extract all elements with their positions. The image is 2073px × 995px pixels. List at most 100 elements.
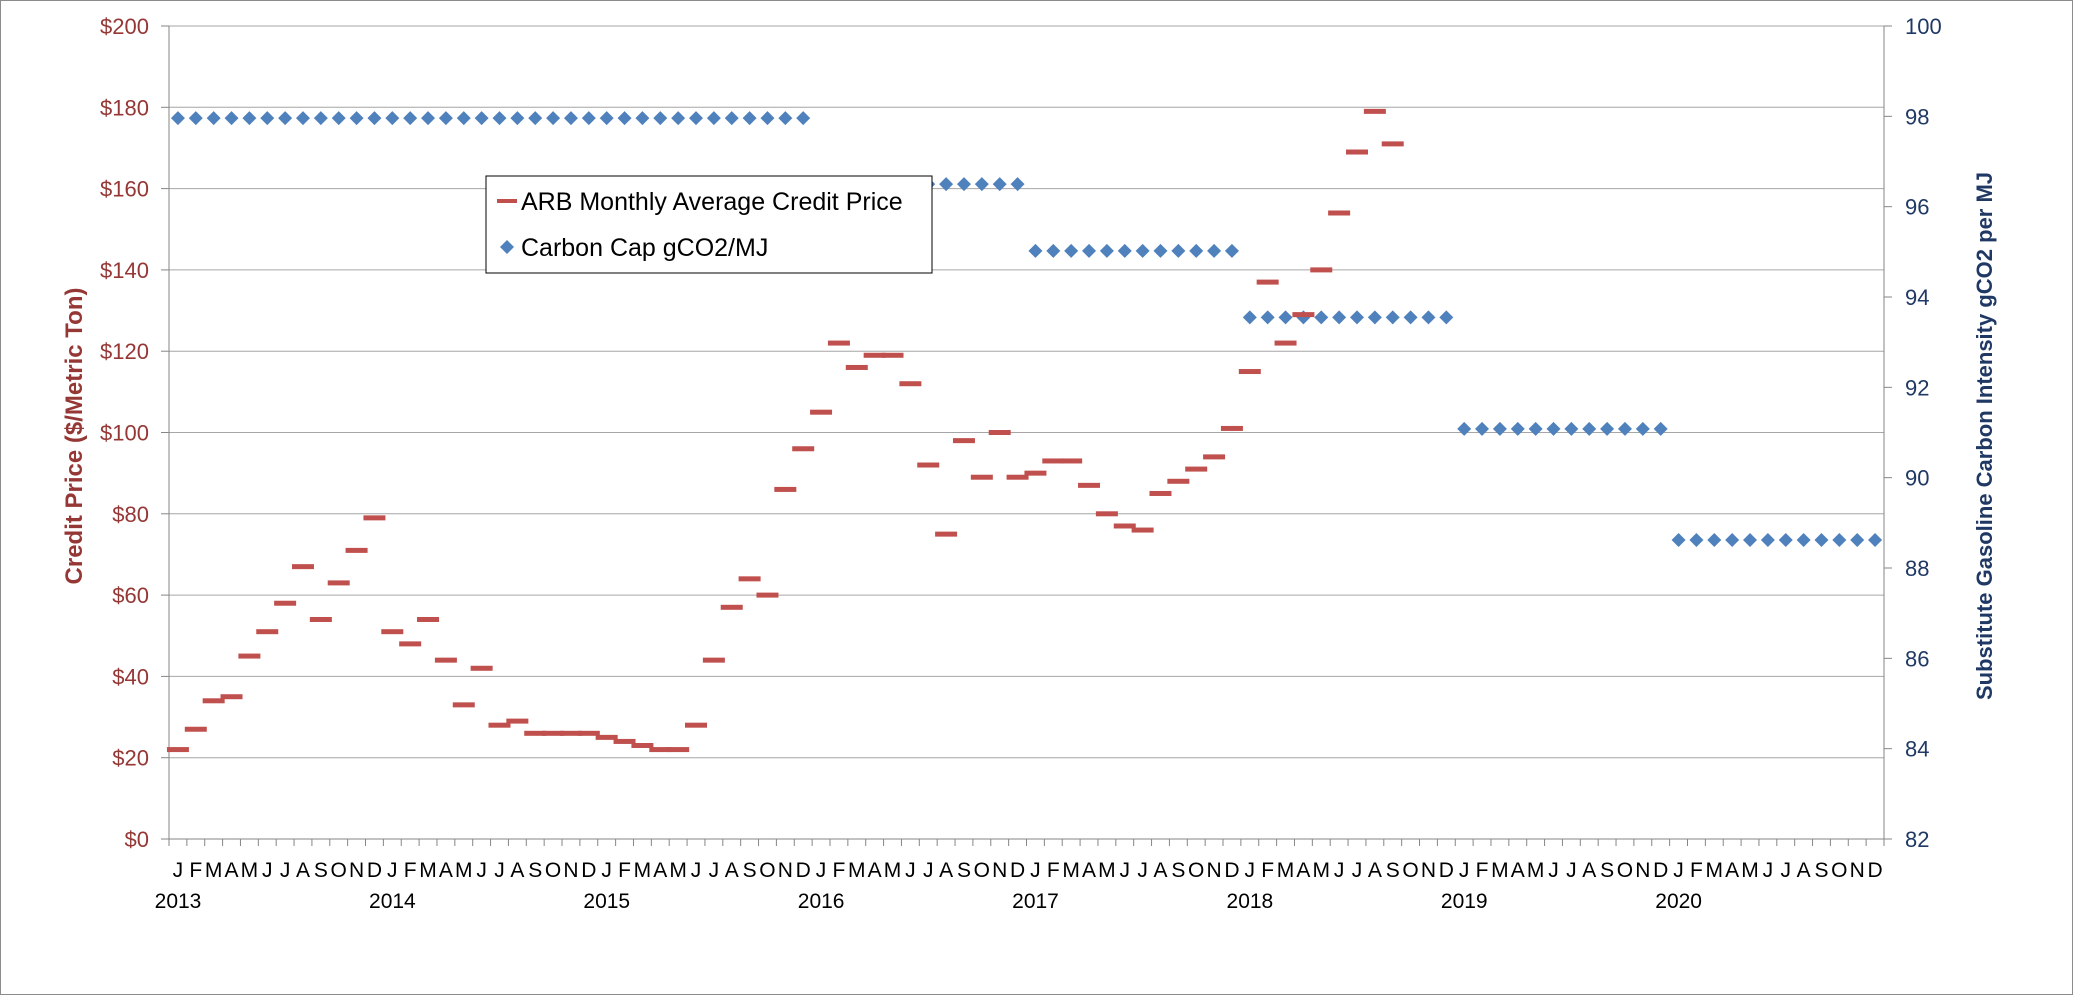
month-label: O [1402, 859, 1418, 882]
carbon-cap-point [1707, 532, 1722, 547]
credit-price-point [274, 600, 297, 606]
carbon-cap-point [1242, 310, 1257, 325]
right-tick-label: 82 [1905, 827, 1929, 852]
month-label: S [1171, 859, 1185, 882]
carbon-cap-point [1367, 310, 1382, 325]
credit-price-point [166, 747, 189, 753]
carbon-cap-point [510, 111, 525, 126]
credit-price-series [166, 108, 1404, 753]
carbon-cap-point [1403, 310, 1418, 325]
month-label: D [1010, 859, 1025, 882]
credit-price-point [899, 381, 922, 387]
month-label: J [476, 859, 487, 882]
month-label: M [1062, 859, 1080, 882]
credit-price-point [613, 738, 636, 744]
carbon-cap-point [1046, 243, 1061, 258]
month-label: D [581, 859, 596, 882]
legend: ARB Monthly Average Credit Price Carbon … [485, 175, 933, 274]
credit-price-point [685, 722, 708, 728]
month-label: J [494, 859, 505, 882]
credit-price-point [1113, 523, 1136, 529]
credit-price-point [220, 694, 243, 700]
month-label: M [1313, 859, 1331, 882]
carbon-cap-point [956, 177, 971, 192]
credit-price-point [381, 629, 404, 635]
credit-price-point [291, 564, 314, 570]
carbon-cap-point [974, 177, 989, 192]
carbon-cap-point [1189, 243, 1204, 258]
carbon-cap-point [1600, 421, 1615, 436]
credit-price-point [434, 657, 457, 663]
carbon-cap-point [188, 111, 203, 126]
credit-price-point [1167, 478, 1190, 484]
month-label: A [1082, 859, 1096, 882]
month-label: O [759, 859, 775, 882]
left-tick-label: $100 [100, 421, 149, 446]
left-tick-label: $160 [100, 177, 149, 202]
credit-price-point [738, 576, 761, 582]
credit-price-point [1006, 474, 1029, 480]
carbon-cap-point [1082, 243, 1097, 258]
month-label: M [1277, 859, 1295, 882]
credit-price-point [1292, 312, 1315, 318]
credit-price-point [399, 641, 422, 647]
month-label: F [618, 859, 631, 882]
carbon-cap-point [170, 111, 185, 126]
carbon-cap-point [1564, 421, 1579, 436]
credit-price-point [1256, 279, 1279, 285]
credit-price-point [1345, 149, 1368, 155]
carbon-cap-point [653, 111, 668, 126]
month-label: D [1653, 859, 1668, 882]
month-label: O [1617, 859, 1633, 882]
month-label: J [1352, 859, 1363, 882]
carbon-cap-point [1224, 243, 1239, 258]
month-label: J [709, 859, 720, 882]
credit-price-point [988, 430, 1011, 435]
credit-price-point [506, 718, 529, 724]
credit-price-point [917, 462, 940, 468]
month-label: F [1690, 859, 1703, 882]
month-label: J [280, 859, 291, 882]
carbon-cap-point [581, 111, 596, 126]
carbon-cap-point [992, 177, 1007, 192]
month-label: N [1850, 859, 1865, 882]
carbon-cap-point [1528, 421, 1543, 436]
year-label: 2016 [798, 890, 845, 913]
month-label: F [1047, 859, 1060, 882]
carbon-cap-point [1743, 532, 1758, 547]
credit-price-point [1131, 527, 1154, 533]
left-tick-label: $120 [100, 339, 149, 364]
credit-price-point [542, 730, 565, 736]
carbon-cap-point [1814, 532, 1829, 547]
month-label: A [939, 859, 953, 882]
credit-price-point [702, 657, 725, 663]
credit-price-point [1203, 454, 1226, 460]
month-label: J [691, 859, 702, 882]
credit-price-point [845, 364, 868, 370]
month-label: F [833, 859, 846, 882]
right-axis-label: Substitute Gasoline Carbon Intensity gCO… [1972, 172, 1997, 700]
carbon-cap-point [1171, 243, 1186, 258]
year-label: 2017 [1012, 890, 1059, 913]
carbon-cap-point [1010, 177, 1025, 192]
month-label: A [1368, 859, 1382, 882]
month-label: J [1334, 859, 1345, 882]
month-label: S [314, 859, 328, 882]
month-label: M [1098, 859, 1116, 882]
credit-price-point [631, 743, 654, 749]
carbon-cap-point [260, 111, 275, 126]
carbon-cap-point [742, 111, 757, 126]
gridlines [169, 25, 1884, 759]
carbon-cap-point [1653, 421, 1668, 436]
carbon-cap-point [939, 177, 954, 192]
month-label: M [1491, 859, 1509, 882]
credit-price-point [881, 352, 904, 358]
carbon-cap-point [1475, 421, 1490, 436]
carbon-cap-series [170, 111, 1883, 547]
month-label: O [974, 859, 990, 882]
legend-cap-marker [500, 240, 514, 254]
month-label: D [1439, 859, 1454, 882]
carbon-cap-point [313, 111, 328, 126]
month-label: S [1814, 859, 1828, 882]
